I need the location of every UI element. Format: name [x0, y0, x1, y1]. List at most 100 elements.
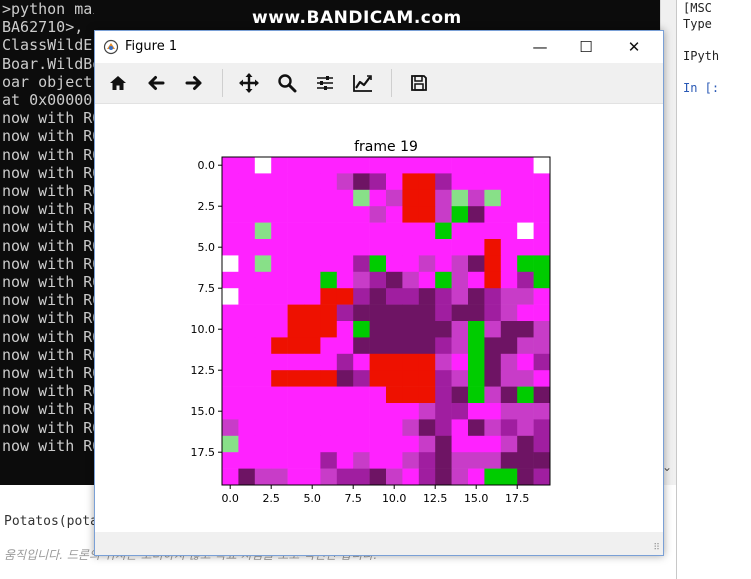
heatmap-cell — [468, 435, 485, 453]
title-bar[interactable]: Figure 1 — ☐ ✕ — [95, 31, 663, 63]
heatmap-cell — [320, 288, 338, 305]
heatmap-cell — [435, 337, 452, 355]
heatmap-cell — [533, 419, 551, 437]
scroll-down-icon[interactable]: ⌄ — [662, 460, 673, 474]
edit-axis-button[interactable] — [348, 68, 378, 98]
heatmap-cell — [451, 403, 469, 420]
heatmap-cell — [320, 468, 338, 486]
heatmap-cell — [369, 321, 387, 338]
heatmap-cell — [451, 419, 469, 437]
configure-subplots-button[interactable] — [310, 68, 340, 98]
console-output: >python main.pyBA62710>, ClassWildEBoar.… — [0, 0, 94, 485]
toolbar-separator — [391, 69, 392, 97]
heatmap-cell — [369, 288, 387, 305]
minimize-button[interactable]: — — [517, 31, 563, 63]
heatmap-cell — [418, 189, 436, 207]
heatmap-cell — [304, 206, 321, 223]
heatmap-cell — [418, 271, 436, 289]
heatmap-cell — [517, 370, 534, 387]
save-button[interactable] — [404, 68, 434, 98]
heatmap-cell — [484, 206, 502, 223]
console-line: Boar.WildBo — [2, 54, 94, 73]
heatmap-cell — [304, 271, 321, 289]
back-button[interactable] — [141, 68, 171, 98]
heatmap-cell — [402, 173, 420, 191]
heatmap-cell — [435, 288, 452, 305]
heatmap-cell — [386, 419, 403, 437]
heatmap-cell — [353, 222, 370, 240]
heatmap-cell — [353, 173, 370, 191]
heatmap-cell — [418, 321, 436, 338]
ipython-line: IPyth — [683, 49, 720, 63]
heatmap-cell — [517, 271, 534, 289]
app-icon — [103, 39, 119, 55]
heatmap-cell — [287, 468, 305, 486]
heatmap-cell — [238, 157, 256, 174]
heatmap-cell — [222, 321, 239, 338]
figure-canvas[interactable]: frame 19 0.0 2.5 5.0 7.5 10.0 12.5 15.0 17.5 0.0 2… — [95, 104, 663, 532]
heatmap-cell — [320, 271, 338, 289]
close-button[interactable]: ✕ — [611, 31, 657, 63]
heatmap-cell — [435, 157, 452, 174]
heatmap-cell — [254, 353, 272, 371]
maximize-button[interactable]: ☐ — [563, 31, 609, 63]
status-bar: ⠿ — [95, 532, 663, 555]
heatmap-cell — [353, 370, 370, 387]
x-tick-label: 12.5 — [423, 492, 448, 505]
heatmap-cell — [402, 353, 420, 371]
heatmap-cell — [238, 271, 256, 289]
heatmap-cell — [402, 452, 420, 469]
heatmap-cell — [500, 189, 518, 207]
heatmap-cell — [533, 239, 551, 256]
heatmap-cell — [402, 321, 420, 338]
heatmap-cell — [451, 206, 469, 223]
save-icon — [411, 75, 427, 91]
heatmap-cell — [386, 304, 403, 322]
heatmap-cell — [418, 206, 436, 223]
heatmap-cell — [254, 386, 272, 404]
heatmap-cell — [418, 222, 436, 240]
heatmap-cell — [451, 255, 469, 273]
heatmap-cell — [238, 452, 256, 469]
resize-grip-icon[interactable]: ⠿ — [653, 543, 660, 553]
heatmap-cell — [353, 206, 370, 223]
heatmap-cell — [320, 206, 338, 223]
forward-button[interactable] — [179, 68, 209, 98]
heatmap-cell — [435, 255, 452, 273]
heatmap-cell — [517, 288, 534, 305]
heatmap-cell — [336, 288, 354, 305]
heatmap-cell — [287, 337, 305, 355]
heatmap-cell — [254, 370, 272, 387]
minimize-icon: — — [532, 38, 548, 56]
heatmap-cell — [304, 304, 321, 322]
zoom-icon — [278, 74, 297, 93]
heatmap-cell — [271, 271, 288, 289]
heatmap-cell — [353, 435, 370, 453]
heatmap-cell — [336, 157, 354, 174]
heatmap-cell — [238, 206, 256, 223]
heatmap-cell — [271, 288, 288, 305]
heatmap-chart[interactable]: frame 19 0.0 2.5 5.0 7.5 10.0 12.5 15.0 17.5 0.0 2… — [95, 104, 663, 532]
heatmap-cell — [222, 353, 239, 371]
heatmap-cell — [222, 386, 239, 404]
heatmap-cell — [386, 370, 403, 387]
heatmap-cell — [517, 321, 534, 338]
home-button[interactable] — [103, 68, 133, 98]
heatmap-cell — [369, 353, 387, 371]
console-line: now with RO — [2, 400, 94, 419]
heatmap-cell — [271, 239, 288, 256]
heatmap-cell — [369, 239, 387, 256]
heatmap-cell — [402, 189, 420, 207]
heatmap-cell — [320, 337, 338, 355]
heatmap-cell — [468, 304, 485, 322]
heatmap-cell — [484, 370, 502, 387]
pan-button[interactable] — [234, 68, 264, 98]
heatmap-cell — [336, 386, 354, 404]
heatmap-cell — [336, 435, 354, 453]
console-line: now with RO — [2, 254, 94, 273]
zoom-button[interactable] — [272, 68, 302, 98]
heatmap-cell — [222, 173, 239, 191]
heatmap-cell — [222, 304, 239, 322]
console-line: now with RO — [2, 127, 94, 146]
heatmap-cell — [254, 255, 272, 273]
